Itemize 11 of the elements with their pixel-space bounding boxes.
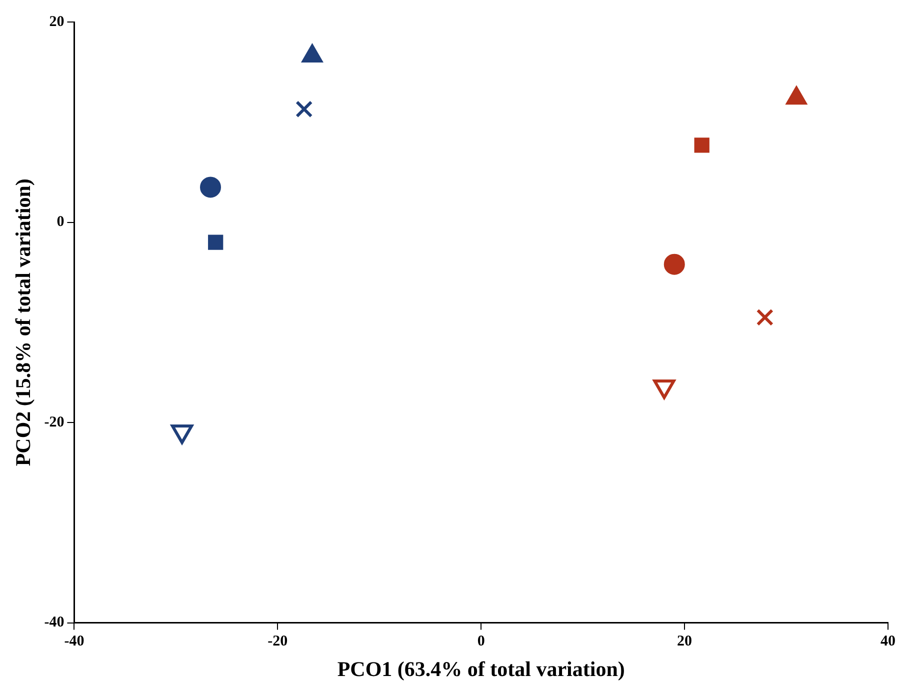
y-tick-label: -40 — [44, 614, 64, 631]
y-tick-label: 0 — [56, 214, 64, 230]
y-axis-title: PCO2 (15.8% of total variation) — [11, 178, 36, 466]
x-tick-label: 20 — [677, 634, 692, 650]
x-tick-label: 40 — [880, 634, 896, 650]
x-axis-title: PCO1 (63.4% of total variation) — [337, 656, 625, 681]
x-tick-label: -40 — [64, 634, 84, 650]
y-tick-label: 20 — [49, 14, 64, 30]
x-tick-label: -20 — [268, 634, 288, 650]
y-tick-label: -20 — [44, 414, 64, 430]
x-tick-label: 0 — [477, 634, 485, 650]
